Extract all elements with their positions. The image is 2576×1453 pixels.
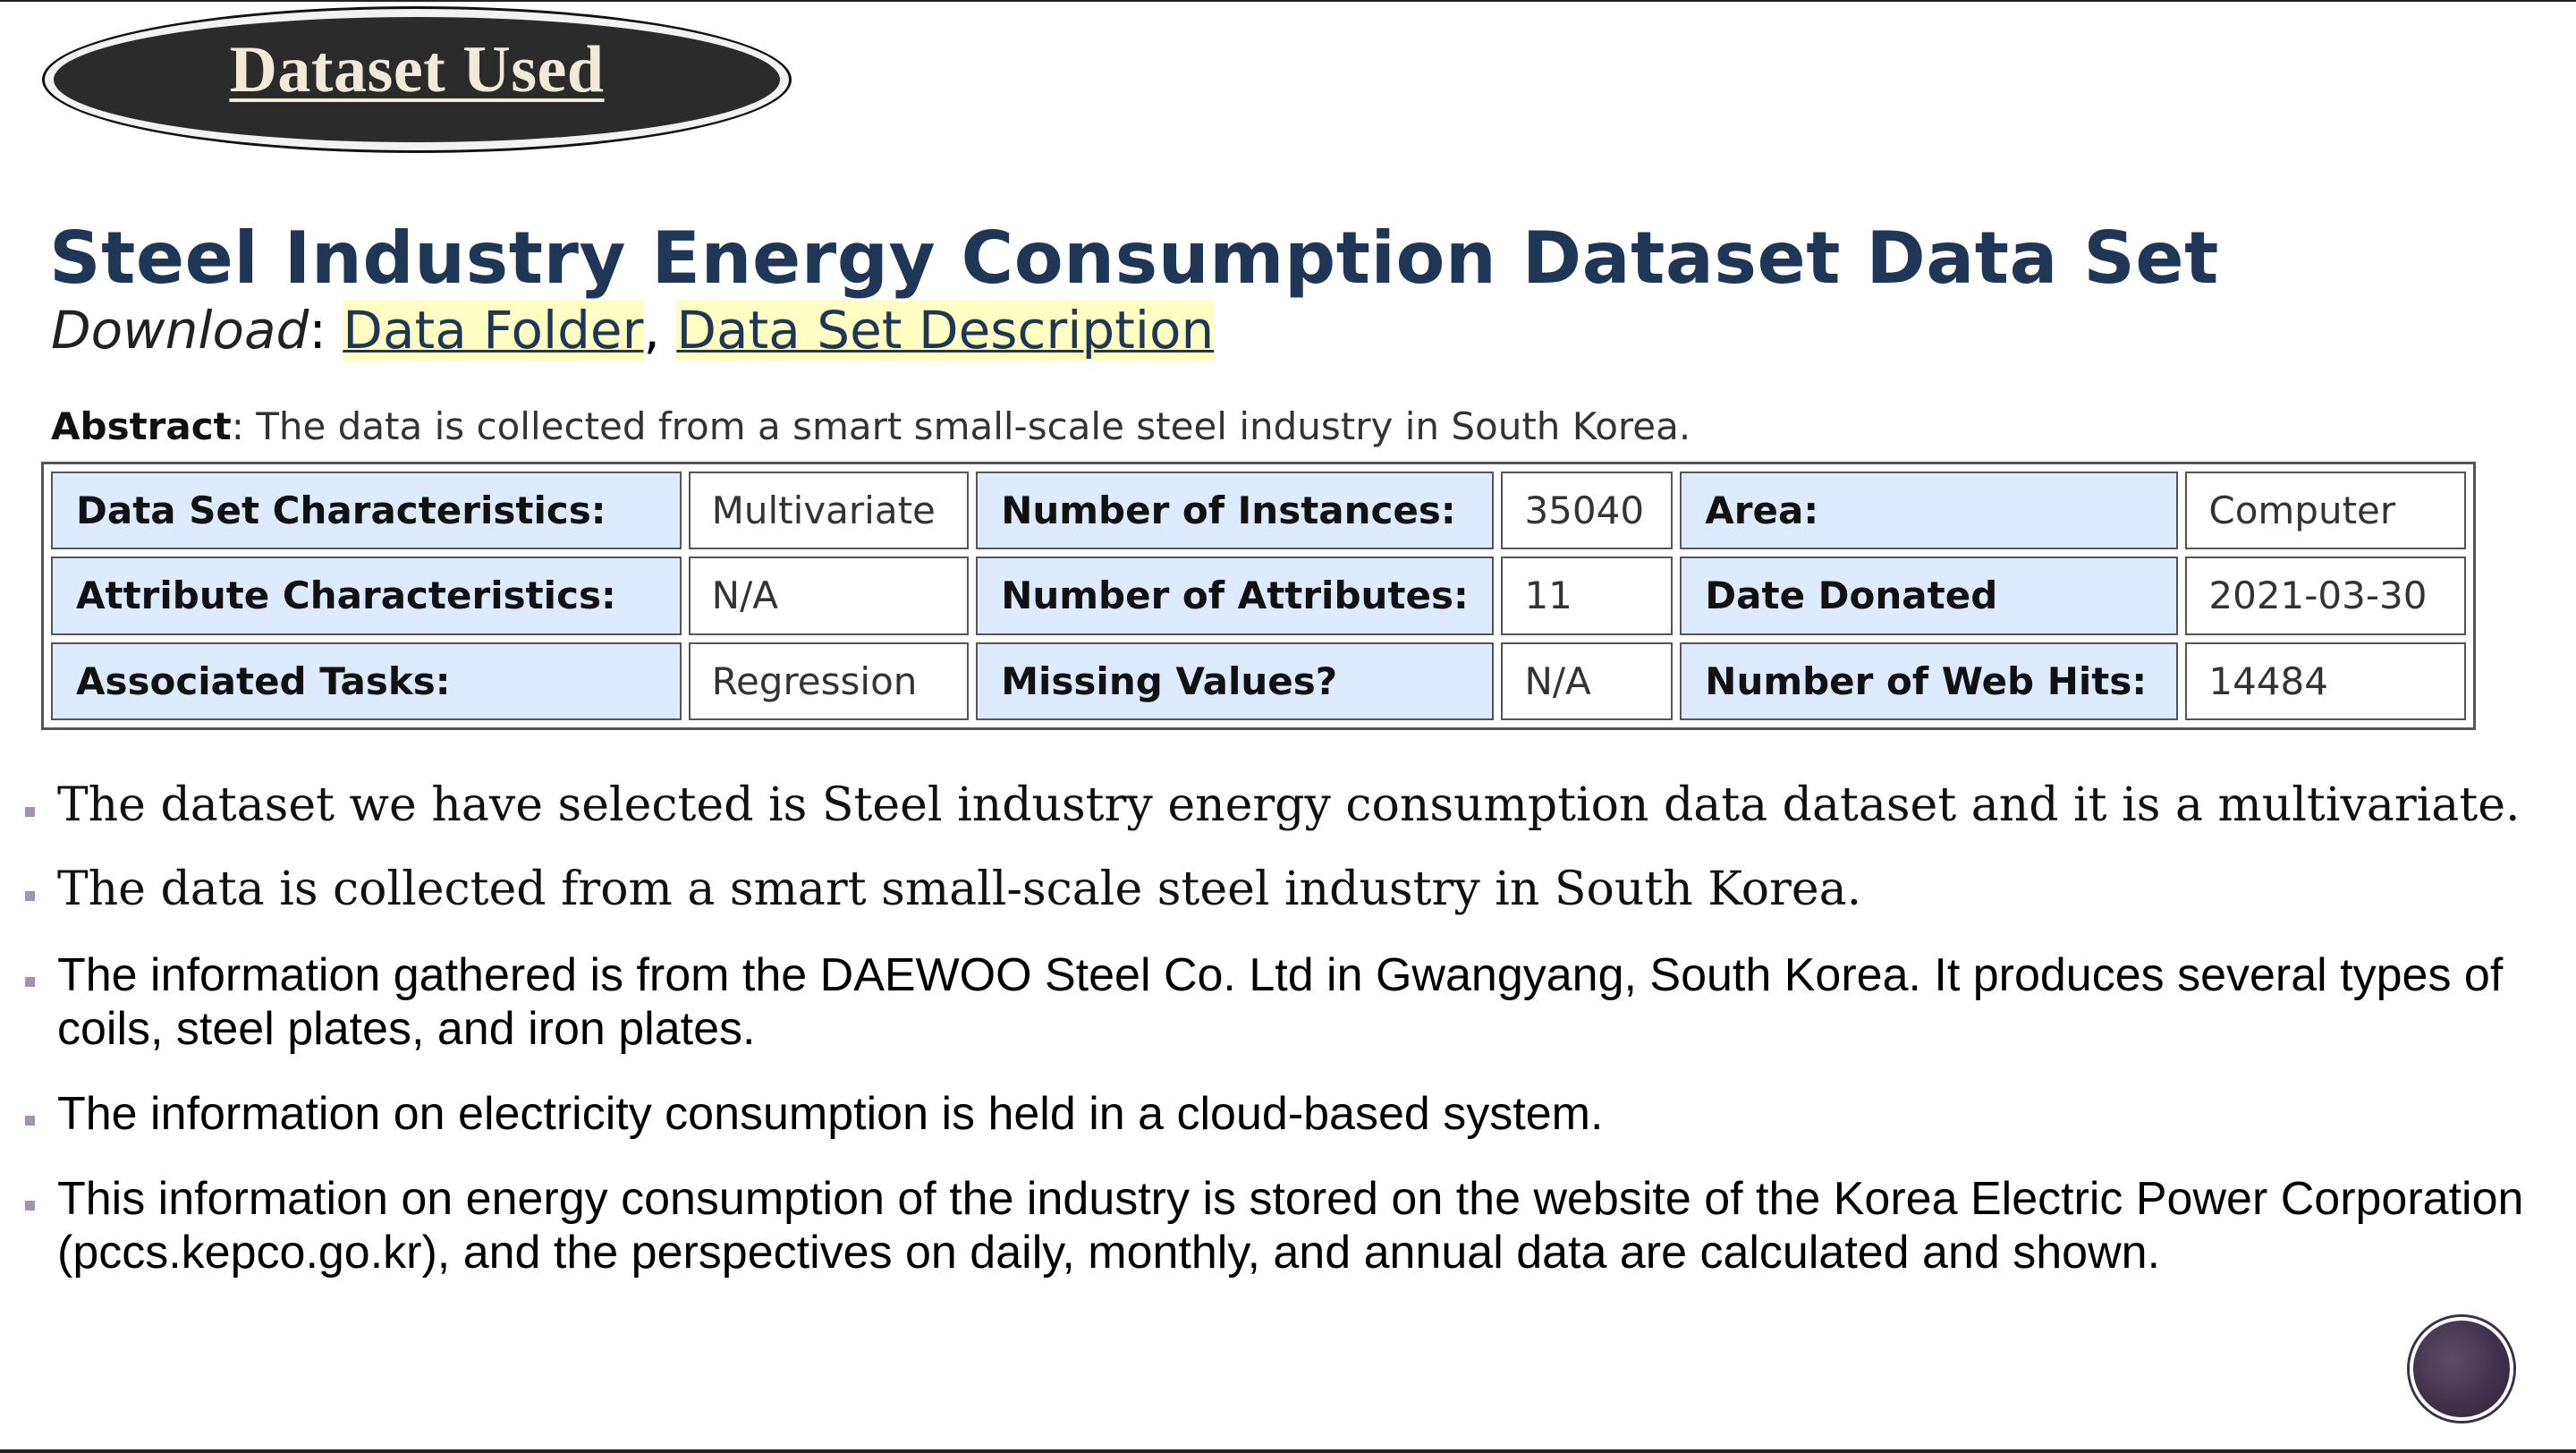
table-label-cell: Number of Web Hits:	[1680, 642, 2179, 720]
table-label-cell: Attribute Characteristics:	[51, 557, 682, 635]
section-badge: Dataset Used	[42, 6, 792, 153]
table-label-cell: Area:	[1680, 472, 2179, 550]
data-folder-link[interactable]: Data Folder	[343, 300, 644, 361]
table-value-cell: Regression	[688, 642, 970, 720]
bottom-rule	[0, 1449, 2576, 1453]
table-value-cell: Multivariate	[688, 472, 970, 550]
table-value-cell: Computer	[2185, 472, 2466, 550]
abstract-text: : The data is collected from a smart sma…	[231, 404, 1691, 448]
table-value-cell: N/A	[1501, 642, 1674, 720]
table-value-cell: N/A	[688, 557, 970, 635]
table-value-cell: 11	[1501, 557, 1674, 635]
dataset-info-table: Data Set Characteristics: Multivariate N…	[41, 462, 2476, 730]
decorative-circle-icon	[2410, 1317, 2513, 1421]
bullet-item: The information on electricity consumpti…	[21, 1087, 1603, 1141]
table-row: Data Set Characteristics: Multivariate N…	[51, 472, 2466, 550]
table-label-cell: Date Donated	[1680, 557, 2179, 635]
download-label: Download	[51, 300, 309, 361]
page-title: Steel Industry Energy Consumption Datase…	[49, 217, 2219, 300]
table-label-cell: Associated Tasks:	[51, 642, 682, 720]
link-separator: ,	[643, 300, 660, 361]
data-set-description-link[interactable]: Data Set Description	[676, 300, 1215, 361]
table-row: Attribute Characteristics: N/A Number of…	[51, 557, 2466, 635]
abstract: Abstract: The data is collected from a s…	[51, 404, 1690, 448]
download-line: Download: Data Folder, Data Set Descript…	[51, 300, 1215, 361]
table-label-cell: Data Set Characteristics:	[51, 472, 682, 550]
bullet-item: The data is collected from a smart small…	[21, 862, 1861, 917]
bullet-item: The information gathered is from the DAE…	[21, 948, 2526, 1057]
table-label-cell: Missing Values?	[976, 642, 1495, 720]
table-value-cell: 14484	[2185, 642, 2466, 720]
download-separator: :	[309, 300, 326, 361]
table-label-cell: Number of Instances:	[976, 472, 1495, 550]
table-value-cell: 35040	[1501, 472, 1674, 550]
abstract-label: Abstract	[51, 404, 232, 448]
table-row: Associated Tasks: Regression Missing Val…	[51, 642, 2466, 720]
table-label-cell: Number of Attributes:	[976, 557, 1495, 635]
table-value-cell: 2021-03-30	[2185, 557, 2466, 635]
badge-inner-oval	[54, 17, 780, 142]
badge-title: Dataset Used	[229, 33, 605, 106]
bullet-item: The dataset we have selected is Steel in…	[21, 778, 2521, 833]
top-rule	[0, 0, 2576, 2]
bullet-item: This information on energy consumption o…	[21, 1172, 2526, 1280]
